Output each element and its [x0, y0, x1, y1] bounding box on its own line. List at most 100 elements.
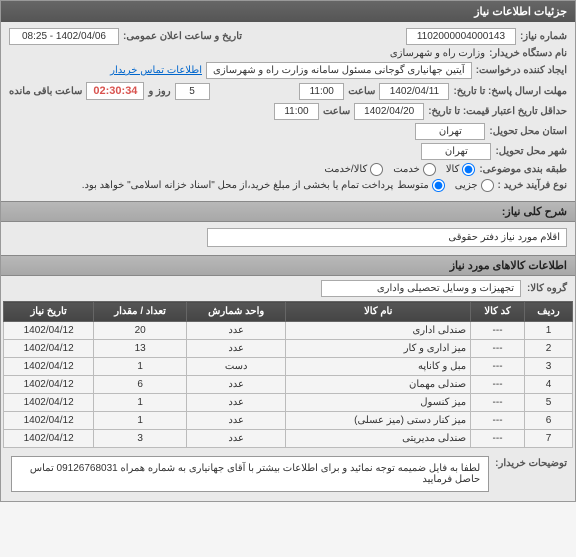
- table-cell: 1402/04/12: [4, 322, 94, 340]
- table-cell: مبل و کاناپه: [286, 358, 471, 376]
- table-cell: 3: [94, 430, 187, 448]
- table-cell: صندلی اداری: [286, 322, 471, 340]
- table-cell: ---: [471, 376, 525, 394]
- desc-text: اقلام مورد نیاز دفتر حقوقی: [207, 228, 567, 247]
- table-cell: ---: [471, 412, 525, 430]
- table-cell: میز کنار دستی (میز عسلی): [286, 412, 471, 430]
- time-label-2: ساعت: [323, 106, 350, 117]
- table-cell: 1: [94, 358, 187, 376]
- buyer-note-label: توضیحات خریدار:: [495, 452, 567, 469]
- table-header: نام کالا: [286, 302, 471, 322]
- table-cell: عدد: [186, 322, 285, 340]
- radio-minor[interactable]: جزیی: [455, 179, 494, 192]
- table-cell: 7: [525, 430, 573, 448]
- process-label: نوع فرآیند خرید :: [498, 180, 567, 191]
- table-cell: 13: [94, 340, 187, 358]
- countdown-value: 02:30:34: [86, 82, 144, 100]
- radio-service-input[interactable]: [423, 163, 436, 176]
- delivery-city-value: تهران: [421, 143, 491, 160]
- table-row: 7---صندلی مدیریتیعدد31402/04/12: [4, 430, 573, 448]
- table-cell: 1402/04/12: [4, 376, 94, 394]
- requester-value: آیتین جهانیاری گوجانی مسئول سامانه وزارت…: [206, 62, 472, 79]
- table-cell: میز اداری و کار: [286, 340, 471, 358]
- org-label: نام دستگاه خریدار:: [489, 48, 567, 59]
- details-panel: جزئیات اطلاعات نیاز شماره نیاز: 11020000…: [0, 0, 576, 502]
- table-cell: 6: [94, 376, 187, 394]
- goods-header: اطلاعات کالاهای مورد نیاز: [1, 255, 575, 276]
- table-cell: صندلی مهمان: [286, 376, 471, 394]
- table-cell: عدد: [186, 430, 285, 448]
- radio-both[interactable]: کالا/خدمت: [324, 163, 383, 176]
- table-cell: عدد: [186, 340, 285, 358]
- need-no-label: شماره نیاز:: [520, 31, 567, 42]
- validity-label: حداقل تاریخ اعتبار قیمت: تا تاریخ:: [428, 106, 567, 117]
- deadline-time: 11:00: [299, 83, 344, 100]
- radio-service-label: خدمت: [393, 164, 420, 175]
- info-section: شماره نیاز: 1102000004000143 تاریخ و ساع…: [1, 22, 575, 201]
- validity-time: 11:00: [274, 103, 319, 120]
- days-value: 5: [175, 83, 210, 100]
- table-cell: 4: [525, 376, 573, 394]
- announce-value: 1402/04/06 - 08:25: [9, 28, 119, 45]
- table-cell: 1402/04/12: [4, 340, 94, 358]
- table-cell: ---: [471, 322, 525, 340]
- table-cell: 1: [525, 322, 573, 340]
- radio-goods[interactable]: کالا: [446, 163, 476, 176]
- table-cell: 1402/04/12: [4, 394, 94, 412]
- announce-label: تاریخ و ساعت اعلان عمومی:: [123, 31, 242, 42]
- table-cell: عدد: [186, 376, 285, 394]
- validity-date: 1402/04/20: [354, 103, 424, 120]
- delivery-addr-value: تهران: [415, 123, 485, 140]
- radio-both-input[interactable]: [370, 163, 383, 176]
- category-label: طبقه بندی موضوعی:: [479, 164, 567, 175]
- days-label: روز و: [148, 86, 170, 97]
- table-cell: دست: [186, 358, 285, 376]
- table-cell: میز کنسول: [286, 394, 471, 412]
- table-cell: 6: [525, 412, 573, 430]
- org-value: وزارت راه و شهرسازی: [390, 48, 485, 59]
- table-cell: عدد: [186, 412, 285, 430]
- table-row: 2---میز اداری و کارعدد131402/04/12: [4, 340, 573, 358]
- contact-link[interactable]: اطلاعات تماس خریدار: [110, 65, 202, 76]
- table-cell: عدد: [186, 394, 285, 412]
- goods-table: ردیفکد کالانام کالاواحد شمارشتعداد / مقد…: [3, 301, 573, 448]
- table-cell: 1: [94, 412, 187, 430]
- radio-minor-input[interactable]: [481, 179, 494, 192]
- table-cell: 1402/04/12: [4, 412, 94, 430]
- radio-service[interactable]: خدمت: [393, 163, 436, 176]
- process-note: پرداخت تمام یا بخشی از مبلغ خرید،از محل …: [82, 180, 394, 191]
- table-cell: 20: [94, 322, 187, 340]
- table-cell: ---: [471, 430, 525, 448]
- radio-medium[interactable]: متوسط: [397, 179, 444, 192]
- table-cell: ---: [471, 394, 525, 412]
- table-header: تاریخ نیاز: [4, 302, 94, 322]
- table-cell: 5: [525, 394, 573, 412]
- delivery-city-label: شهر محل تحویل:: [495, 146, 567, 157]
- radio-goods-label: کالا: [446, 164, 460, 175]
- table-cell: ---: [471, 340, 525, 358]
- need-no-value: 1102000004000143: [406, 28, 516, 45]
- table-cell: 1: [94, 394, 187, 412]
- table-row: 3---مبل و کاناپهدست11402/04/12: [4, 358, 573, 376]
- requester-label: ایجاد کننده درخواست:: [476, 65, 567, 76]
- radio-goods-input[interactable]: [462, 163, 475, 176]
- table-cell: 1402/04/12: [4, 430, 94, 448]
- buyer-note-text: لطفا به فایل ضمیمه توجه نمائید و برای اط…: [11, 456, 489, 492]
- table-cell: 1402/04/12: [4, 358, 94, 376]
- table-header: کد کالا: [471, 302, 525, 322]
- deadline-date: 1402/04/11: [379, 83, 449, 100]
- radio-minor-label: جزیی: [455, 180, 478, 191]
- time-label-1: ساعت: [348, 86, 375, 97]
- radio-medium-input[interactable]: [432, 179, 445, 192]
- table-row: 6---میز کنار دستی (میز عسلی)عدد11402/04/…: [4, 412, 573, 430]
- table-cell: صندلی مدیریتی: [286, 430, 471, 448]
- remain-label: ساعت باقی مانده: [9, 86, 82, 97]
- category-radio-group: کالا خدمت کالا/خدمت: [324, 163, 475, 176]
- table-cell: ---: [471, 358, 525, 376]
- group-label: گروه کالا:: [527, 283, 567, 294]
- table-header: ردیف: [525, 302, 573, 322]
- desc-header: شرح کلی نیاز:: [1, 201, 575, 222]
- table-row: 5---میز کنسولعدد11402/04/12: [4, 394, 573, 412]
- table-row: 4---صندلی مهمانعدد61402/04/12: [4, 376, 573, 394]
- deadline-label: مهلت ارسال پاسخ: تا تاریخ:: [453, 86, 567, 97]
